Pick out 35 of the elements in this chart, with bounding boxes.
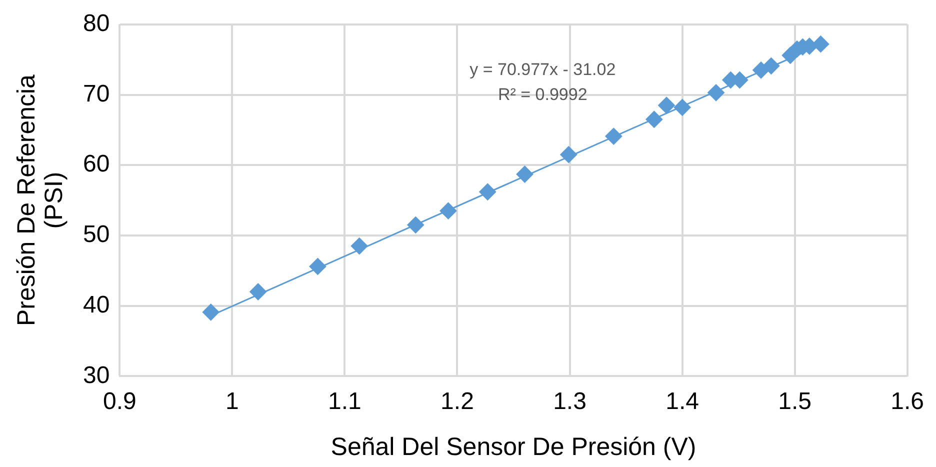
- point: [440, 202, 457, 220]
- point: [350, 238, 368, 255]
- point: [605, 128, 622, 145]
- point: [752, 62, 770, 79]
- point: [516, 166, 534, 183]
- point: [202, 304, 220, 321]
- x-tick-label: 1.2: [440, 388, 474, 416]
- point: [646, 110, 663, 128]
- point: [479, 183, 496, 200]
- x-tick-label: 1: [226, 388, 239, 416]
- x-tick-label: 1.5: [778, 388, 812, 416]
- point: [250, 283, 267, 300]
- point: [560, 146, 578, 164]
- annotation: y = 70.977x - 31.02: [470, 60, 616, 80]
- point: [674, 98, 691, 116]
- x-axis-title: Señal Del Sensor De Presión (V): [330, 432, 696, 461]
- point: [708, 84, 725, 102]
- point: [309, 258, 326, 275]
- annotation: R² = 0.9992: [498, 85, 588, 104]
- x-tick-label: 1.4: [666, 388, 699, 416]
- x-tick-label: 1.3: [553, 388, 586, 416]
- x-tick-label: 0.9: [103, 388, 136, 416]
- y-axis-title: Presión De Referencia (PSI): [12, 74, 68, 326]
- point: [658, 96, 676, 114]
- point: [407, 216, 424, 234]
- point: [762, 57, 780, 74]
- x-tick-label: 1.1: [328, 388, 362, 416]
- y-tick-label: 80: [82, 10, 110, 38]
- y-tick-label: 40: [82, 291, 110, 318]
- x-tick-label: 1.6: [890, 388, 924, 416]
- y-tick-label: 30: [82, 362, 110, 389]
- y-tick-label: 60: [82, 150, 110, 178]
- point: [812, 36, 830, 53]
- y-tick-label: 70: [82, 80, 110, 108]
- y-tick-label: 50: [82, 221, 110, 248]
